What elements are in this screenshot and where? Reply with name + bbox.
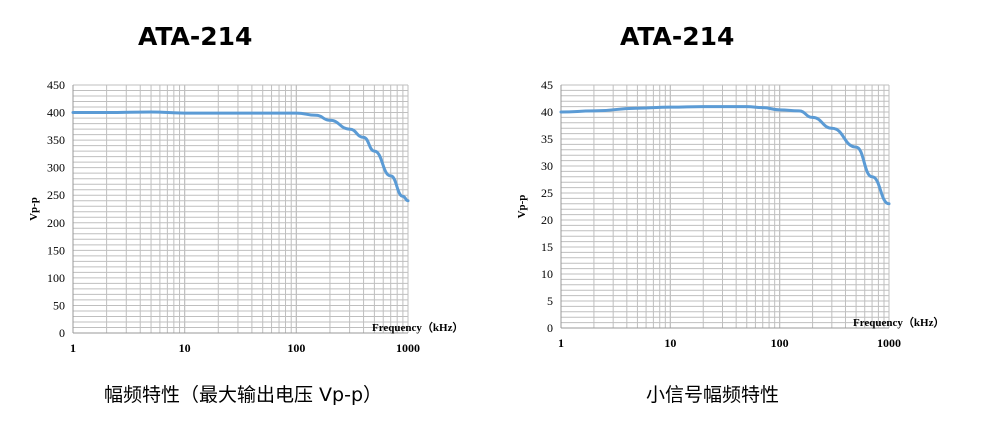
caption-right: 小信号幅频特性	[646, 384, 780, 406]
x-tick-label: 100	[287, 341, 305, 355]
y-axis-label: Vp-p	[516, 195, 528, 219]
y-tick-label: 30	[541, 159, 553, 173]
chart-title-left: ATA-214	[138, 22, 253, 51]
y-tick-label: 400	[47, 106, 65, 120]
y-tick-label: 35	[541, 132, 553, 146]
series-line	[559, 105, 891, 206]
y-tick-label: 15	[541, 240, 553, 254]
y-tick-label: 0	[59, 326, 65, 340]
y-tick-label: 20	[541, 213, 553, 227]
y-tick-label: 25	[541, 186, 553, 200]
y-tick-label: 150	[47, 243, 65, 257]
y-axis-label: Vp-p	[28, 197, 40, 221]
y-tick-label: 5	[547, 294, 553, 308]
y-tick-label: 350	[47, 133, 65, 147]
y-tick-label: 200	[47, 216, 65, 230]
y-tick-label: 50	[53, 298, 65, 312]
y-tick-label: 450	[47, 78, 65, 92]
y-tick-label: 250	[47, 188, 65, 202]
x-tick-label: 1000	[396, 341, 420, 355]
chart-title-right: ATA-214	[620, 22, 735, 51]
x-tick-label: 10	[179, 341, 191, 355]
x-axis-label: Frequency（kHz）	[372, 321, 463, 334]
caption-left: 幅频特性（最大输出电压 Vp-p）	[104, 384, 383, 406]
x-tick-label: 1	[70, 341, 76, 355]
y-tick-label: 40	[541, 105, 553, 119]
y-tick-label: 300	[47, 161, 65, 175]
x-tick-label: 1000	[877, 336, 901, 350]
x-tick-label: 100	[771, 336, 789, 350]
y-tick-label: 10	[541, 267, 553, 281]
x-tick-label: 10	[664, 336, 676, 350]
x-tick-label: 1	[558, 336, 564, 350]
y-tick-label: 45	[541, 78, 553, 92]
y-tick-label: 0	[547, 321, 553, 335]
x-axis-label: Frequency（kHz）	[853, 316, 944, 329]
series-line	[71, 110, 410, 203]
y-tick-label: 100	[47, 271, 65, 285]
